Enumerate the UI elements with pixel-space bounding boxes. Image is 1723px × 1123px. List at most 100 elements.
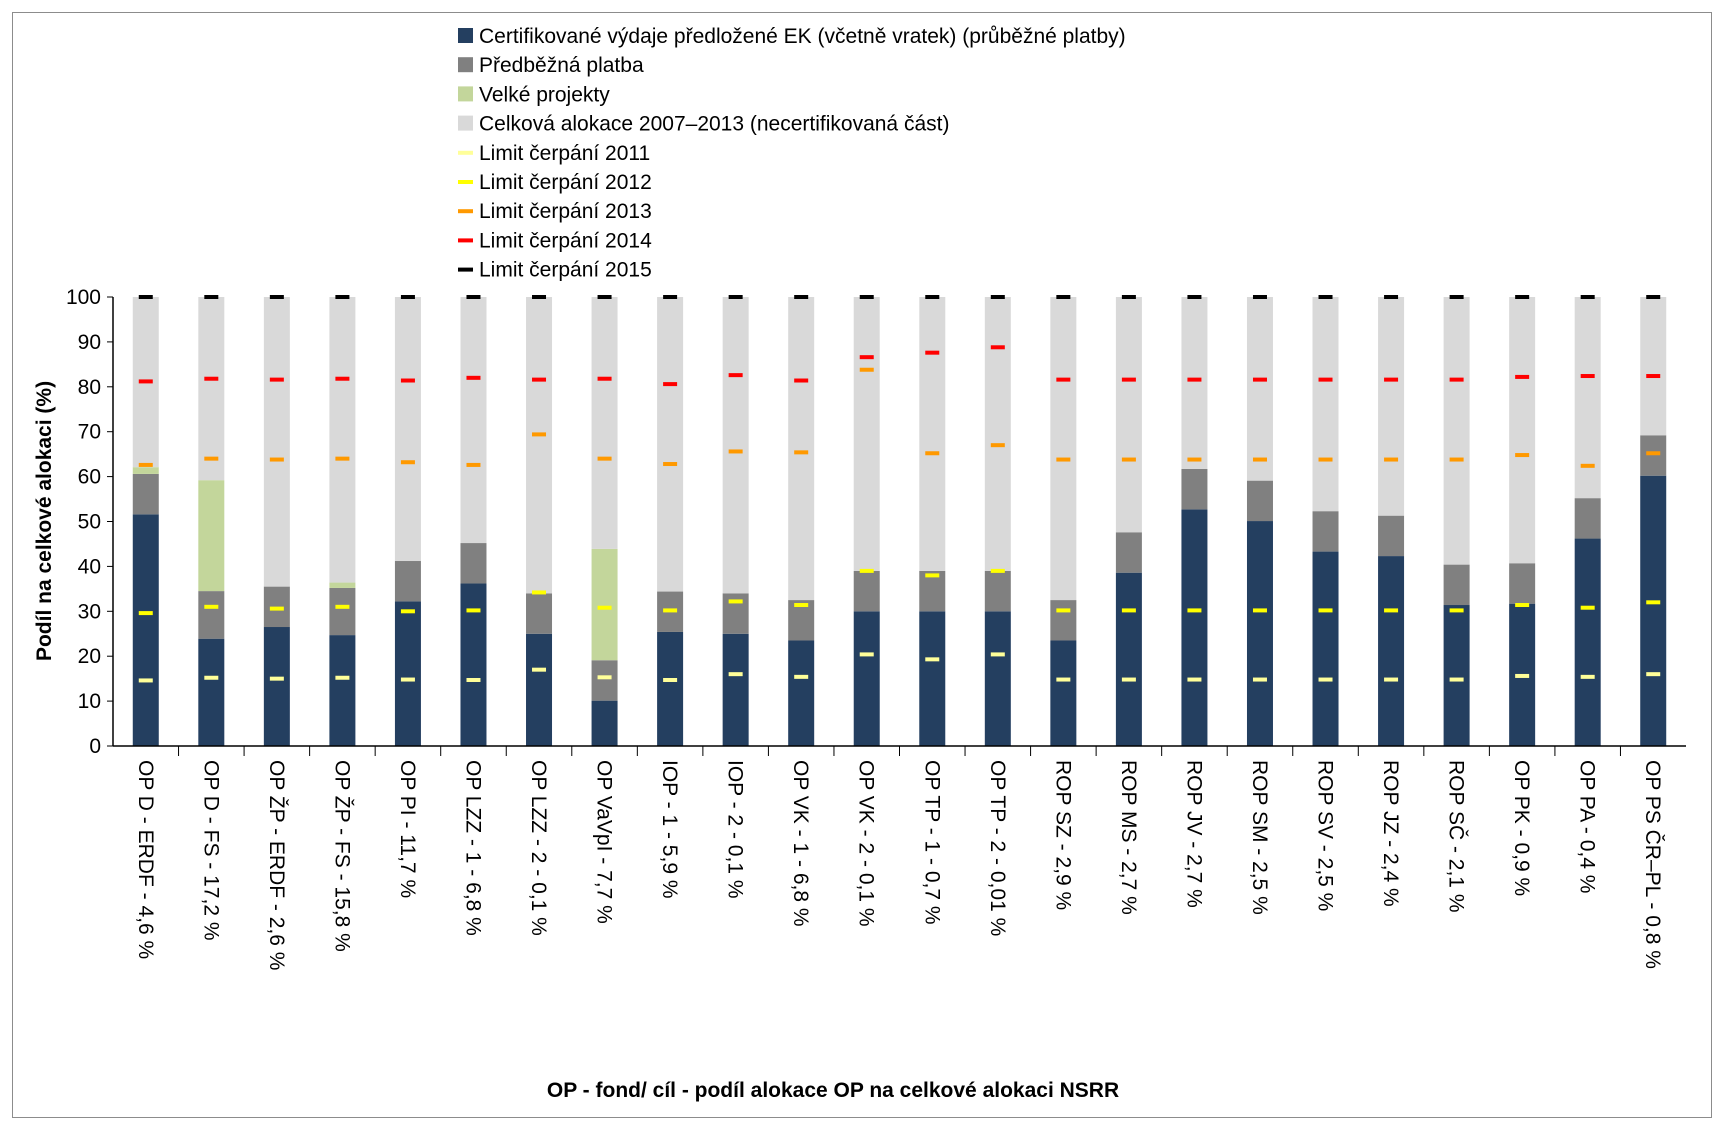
limit-marker (1121, 377, 1136, 382)
y-tick-label: 40 (78, 555, 101, 578)
limit-marker (1056, 608, 1071, 613)
bar-segment (984, 611, 1011, 746)
y-tick-label: 10 (78, 690, 101, 713)
limit-marker (204, 675, 219, 680)
limit-marker (990, 652, 1005, 657)
category-label: OP PS ČR–PL - 0,8 % (1641, 760, 1664, 969)
y-tick-label: 50 (78, 511, 101, 534)
limit-marker (1449, 377, 1464, 382)
category-label: OP VK - 1 - 6,8 % (789, 760, 812, 927)
legend-label: Limit čerpání 2014 (479, 229, 652, 252)
category-label: OP ŽP - ERDF - 2,6 % (265, 760, 288, 970)
bar-segment (1378, 297, 1405, 516)
limit-marker (1515, 673, 1530, 678)
limit-marker (1384, 608, 1399, 613)
limit-marker (728, 449, 743, 454)
bar-segment (329, 582, 356, 588)
limit-marker (728, 373, 743, 378)
bar-segment (722, 593, 749, 634)
limit-marker (1449, 677, 1464, 682)
bar-segment (788, 297, 815, 601)
legend-label: Limit čerpání 2011 (479, 142, 650, 165)
bar-segment (198, 591, 225, 639)
category-label: ROP SČ - 2,1 % (1445, 760, 1468, 913)
limit-marker (269, 295, 284, 299)
bar-segment (591, 660, 618, 701)
bar-segment (788, 640, 815, 746)
limit-marker (400, 378, 415, 383)
bar-segment (1443, 564, 1470, 606)
y-tick-label: 0 (89, 735, 101, 758)
bar-segment (1574, 297, 1601, 499)
limit-marker (1121, 457, 1136, 462)
legend-swatch (458, 86, 473, 102)
limit-marker (1580, 674, 1595, 679)
limit-marker (138, 295, 153, 299)
limit-marker (990, 568, 1005, 573)
limit-marker (138, 611, 153, 616)
bar-segment (460, 583, 487, 746)
limit-marker (466, 295, 481, 299)
legend-swatch (458, 115, 473, 131)
bar-segment (853, 611, 880, 746)
category-label: ROP SV - 2,5 % (1314, 760, 1337, 911)
y-tick-label: 100 (66, 286, 101, 309)
limit-marker (597, 295, 612, 299)
limit-marker (1449, 608, 1464, 613)
limit-marker (794, 674, 809, 679)
bar-segment (1378, 556, 1405, 746)
limit-marker (1515, 453, 1530, 458)
bar-segment (1509, 563, 1536, 604)
bars (132, 297, 1667, 746)
limit-marker (925, 657, 940, 662)
limit-marker (663, 462, 678, 467)
limit-marker (859, 367, 874, 372)
bar-segment (1246, 521, 1273, 746)
limit-marker (1252, 295, 1267, 299)
bar-segment (329, 635, 356, 746)
legend: Certifikované výdaje předložené EK (včet… (458, 25, 1126, 282)
limit-marker (1252, 457, 1267, 462)
limit-marker (1318, 295, 1333, 299)
limit-marker (728, 672, 743, 677)
bar-segment (591, 297, 618, 549)
limit-marker (532, 432, 547, 437)
limit-marker (794, 295, 809, 299)
category-label: ROP SZ - 2,9 % (1051, 760, 1074, 910)
y-axis-title: Podíl na celkové alokaci (%) (33, 381, 56, 661)
limit-marker (400, 677, 415, 682)
limit-marker (1121, 677, 1136, 682)
limit-marker (1384, 377, 1399, 382)
limit-marker (859, 355, 874, 360)
category-label: OP D - FS - 17,2 % (199, 760, 222, 941)
limit-marker (859, 295, 874, 299)
limit-marker (597, 456, 612, 461)
limit-marker (728, 599, 743, 604)
category-label: OP TP - 1 - 0,7 % (920, 760, 943, 925)
limit-marker (1384, 457, 1399, 462)
limit-marker (1187, 608, 1202, 613)
bar-segment (1246, 480, 1273, 522)
bar-segment (132, 473, 159, 515)
limit-marker (1187, 677, 1202, 682)
limit-marker (466, 677, 481, 682)
bar-segment (1312, 297, 1339, 512)
limit-marker (1646, 672, 1661, 677)
bar-segment (1050, 640, 1077, 746)
bar-segment (657, 297, 684, 592)
bar-segment (1443, 605, 1470, 746)
bar-segment (198, 480, 225, 592)
category-label: IOP - 1 - 5,9 % (658, 760, 681, 899)
limit-marker (1515, 603, 1530, 608)
limit-marker (663, 295, 678, 299)
bar-segment (591, 700, 618, 746)
limit-marker (859, 568, 874, 573)
limit-marker (1121, 295, 1136, 299)
bar-segment (329, 587, 356, 636)
category-label: ROP JV - 2,7 % (1182, 760, 1205, 908)
bar-segment (1312, 511, 1339, 552)
legend-label: Velké projekty (479, 83, 610, 106)
limit-marker (1121, 608, 1136, 613)
y-tick-label: 70 (78, 421, 101, 444)
limit-marker (204, 376, 219, 381)
